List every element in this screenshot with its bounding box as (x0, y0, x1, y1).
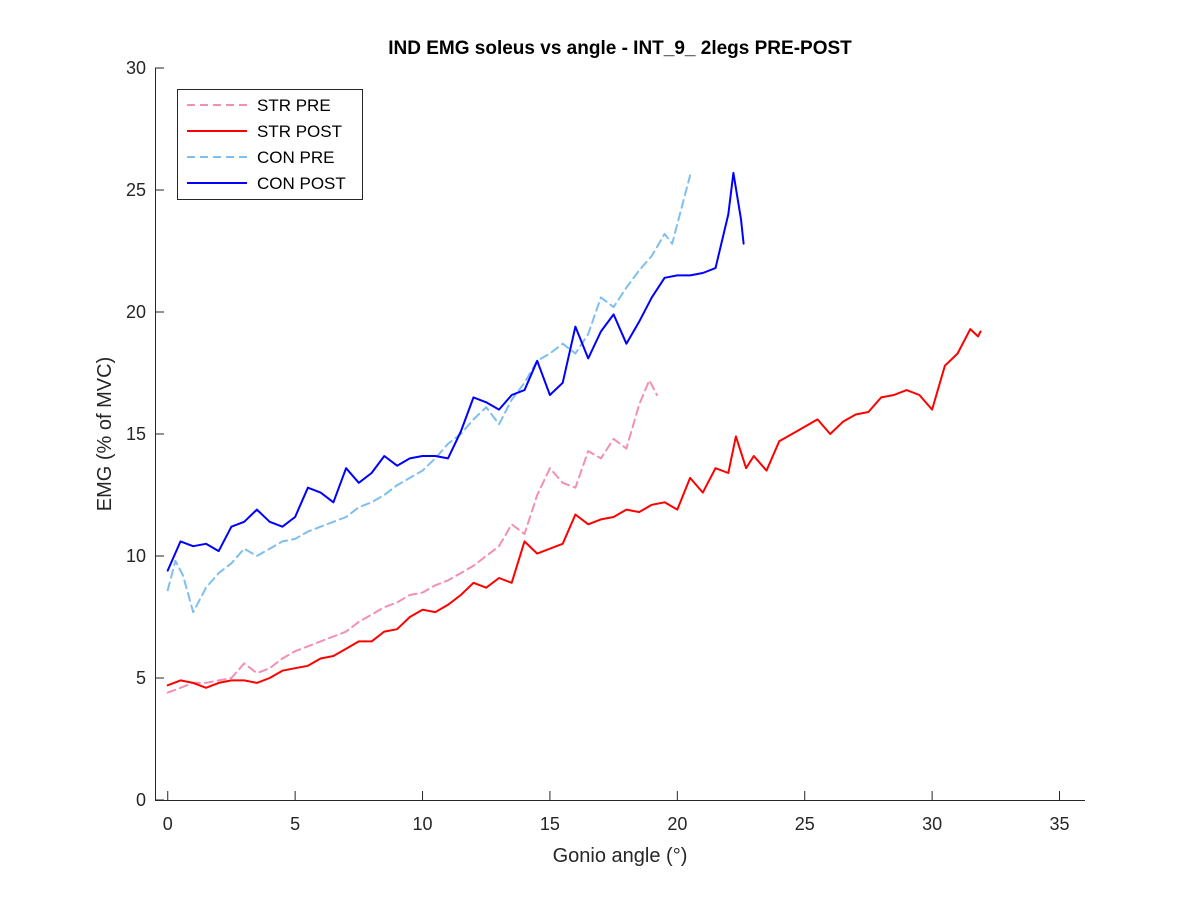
series-line-con-pre (166, 174, 692, 614)
x-tick-label: 5 (290, 814, 300, 834)
y-tick-label: 5 (136, 668, 146, 688)
x-tick-label: 20 (667, 814, 687, 834)
series-line-str-pre (166, 379, 658, 694)
y-tick-label: 15 (126, 424, 146, 444)
y-tick-label: 25 (126, 180, 146, 200)
y-ticks: 0 5 10 15 20 25 30 (126, 58, 164, 810)
legend-label-str-pre: STR PRE (257, 96, 331, 115)
legend-label-con-post: CON POST (257, 174, 346, 193)
legend-box (177, 89, 363, 200)
x-tick-label: 15 (540, 814, 560, 834)
chart-title: IND EMG soleus vs angle - INT_9_ 2legs P… (388, 38, 852, 59)
y-tick-label: 20 (126, 302, 146, 322)
y-tick-label: 10 (126, 546, 146, 566)
y-tick-label: 0 (136, 790, 146, 810)
x-ticks: 0 5 10 15 20 25 30 35 (163, 791, 1070, 834)
x-tick-label: 25 (795, 814, 815, 834)
x-axis-label: Gonio angle (°) (553, 845, 688, 867)
y-axis-label: EMG (% of MVC) (94, 357, 116, 511)
series-line-str-post (166, 328, 982, 689)
series-line-con-post (166, 171, 745, 572)
legend-label-con-pre: CON PRE (257, 148, 334, 167)
series-group (166, 171, 982, 694)
x-tick-label: 0 (163, 814, 173, 834)
x-tick-label: 10 (413, 814, 433, 834)
x-tick-label: 30 (922, 814, 942, 834)
legend-label-str-post: STR POST (257, 122, 342, 141)
x-tick-label: 35 (1050, 814, 1070, 834)
y-tick-label: 30 (126, 58, 146, 78)
legend: STR PRE STR POST CON PRE CON POST (177, 89, 363, 200)
